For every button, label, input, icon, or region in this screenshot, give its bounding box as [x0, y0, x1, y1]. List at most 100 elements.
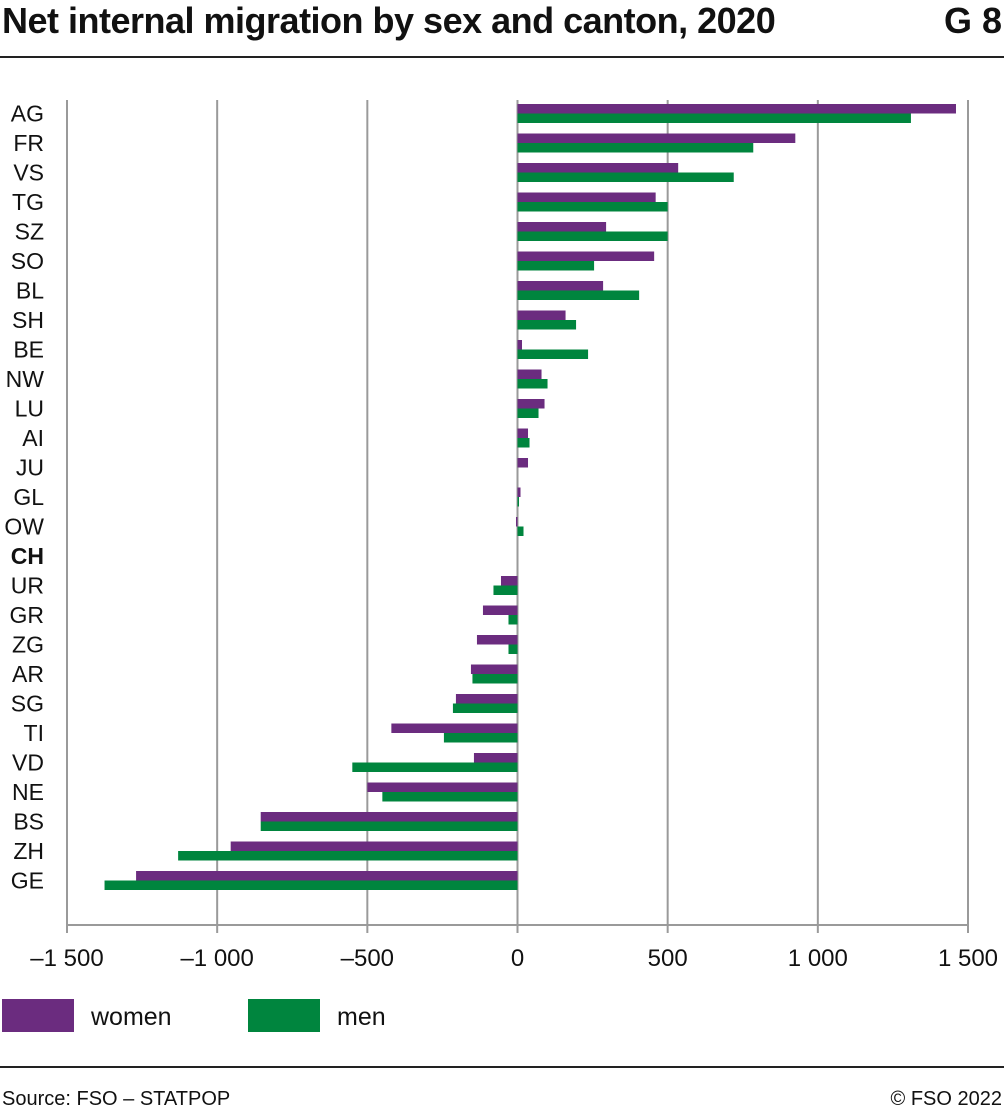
source-note: Source: FSO – STATPOP: [2, 1088, 231, 1110]
bar-men-vd: [352, 762, 518, 772]
bar-men-lu: [517, 408, 539, 418]
category-label-ag: AG: [11, 101, 44, 127]
bar-men-bs: [260, 821, 518, 831]
bar-women-nw: [517, 369, 542, 379]
bar-men-gl: [517, 497, 520, 507]
bar-men-ag: [517, 113, 911, 123]
category-label-nw: NW: [6, 366, 45, 392]
category-label-sz: SZ: [15, 219, 44, 245]
category-label-ow: OW: [4, 514, 44, 540]
category-label-vs: VS: [13, 160, 44, 186]
category-label-ne: NE: [12, 779, 44, 805]
bar-women-so: [517, 251, 655, 261]
bar-men-be: [517, 349, 589, 359]
bar-women-ti: [391, 723, 518, 733]
bar-women-ge: [136, 871, 518, 881]
category-label-sg: SG: [11, 691, 44, 717]
bar-women-gr: [482, 605, 518, 615]
legend-swatch-men: [248, 999, 320, 1032]
bar-women-sg: [455, 694, 518, 704]
category-label-ti: TI: [24, 720, 44, 746]
bar-women-vs: [517, 163, 679, 173]
category-label-ur: UR: [11, 573, 44, 599]
bar-women-ar: [470, 664, 518, 674]
tick-labels: –1 500 –1 000 –500 0 500 1 000 1 500: [30, 945, 998, 972]
copyright-note: © FSO 2022: [890, 1088, 1002, 1110]
x-tick-label: 500: [648, 945, 688, 972]
bar-women-vd: [473, 753, 518, 763]
bar-men-ti: [443, 733, 518, 743]
bar-women-ow: [515, 517, 518, 527]
bar-women-ne: [367, 782, 518, 792]
category-label-ch: CH: [11, 543, 44, 569]
bar-layer: [104, 104, 956, 890]
bar-women-sh: [517, 310, 566, 320]
x-tick-label: 1 500: [938, 945, 998, 972]
category-label-ar: AR: [12, 661, 44, 687]
bar-women-ai: [517, 428, 529, 438]
chart-title: Net internal migration by sex and canton…: [2, 0, 776, 41]
category-labels: AG FR VS TG SZ SO BL SH BE NW LU AI JU GL OW CH UR GR ZG AR…: [4, 101, 44, 894]
bar-women-ur: [500, 576, 518, 586]
x-tick-label: –1 500: [30, 945, 103, 972]
legend-swatch-women: [2, 999, 74, 1032]
x-tick-label: –1 000: [180, 945, 253, 972]
category-label-fr: FR: [13, 130, 44, 156]
bottom-divider: [0, 1066, 1004, 1068]
bar-men-sh: [517, 320, 577, 330]
bar-men-nw: [517, 379, 548, 389]
legend-label-men: men: [337, 1003, 386, 1031]
bar-women-bs: [260, 812, 518, 822]
bar-men-ge: [104, 880, 518, 890]
bar-men-vs: [517, 172, 734, 182]
bar-men-ur: [493, 585, 518, 595]
bar-chart: AG FR VS TG SZ SO BL SH BE NW LU AI JU GL OW CH UR GR ZG AR…: [2, 100, 998, 1032]
category-label-sh: SH: [12, 307, 44, 333]
category-label-bl: BL: [16, 278, 44, 304]
bar-women-ag: [517, 104, 956, 114]
bar-men-zh: [178, 851, 518, 861]
category-label-be: BE: [13, 337, 44, 363]
chart-code: G 8: [943, 0, 1002, 41]
chart-header: Net internal migration by sex and canton…: [0, 0, 1004, 58]
category-label-tg: TG: [12, 189, 44, 215]
bar-women-bl: [517, 281, 604, 291]
bar-women-tg: [517, 192, 656, 202]
bar-men-ai: [517, 438, 530, 448]
category-label-ju: JU: [16, 455, 44, 481]
category-label-bs: BS: [13, 809, 44, 835]
category-label-so: SO: [11, 248, 44, 274]
top-divider: [0, 56, 1004, 58]
legend: women men: [2, 999, 386, 1032]
bar-women-sz: [517, 222, 607, 232]
category-label-zh: ZH: [13, 838, 44, 864]
bar-women-ju: [517, 458, 529, 468]
bar-men-bl: [517, 290, 640, 300]
category-label-ai: AI: [22, 425, 44, 451]
bar-men-ar: [472, 674, 518, 684]
bar-men-zg: [508, 644, 518, 654]
bar-women-fr: [517, 133, 796, 143]
bar-women-zh: [230, 841, 518, 851]
bar-men-sz: [517, 231, 668, 241]
category-label-lu: LU: [15, 396, 44, 422]
bar-men-fr: [517, 143, 754, 153]
x-tick-label: 0: [511, 945, 524, 972]
bar-men-so: [517, 261, 595, 271]
category-label-ge: GE: [11, 868, 44, 894]
category-label-zg: ZG: [12, 632, 44, 658]
category-label-vd: VD: [12, 750, 44, 776]
bar-women-gl: [517, 487, 521, 497]
x-tick-label: –500: [341, 945, 394, 972]
bar-men-sg: [452, 703, 518, 713]
bar-men-ne: [382, 792, 518, 802]
bar-women-lu: [517, 399, 545, 409]
bar-women-zg: [476, 635, 518, 645]
bar-men-tg: [517, 202, 668, 212]
legend-label-women: women: [90, 1003, 172, 1031]
x-tick-label: 1 000: [788, 945, 848, 972]
bar-men-ow: [517, 526, 524, 536]
bar-men-gr: [508, 615, 518, 625]
bar-women-be: [517, 340, 523, 350]
category-label-gl: GL: [13, 484, 44, 510]
